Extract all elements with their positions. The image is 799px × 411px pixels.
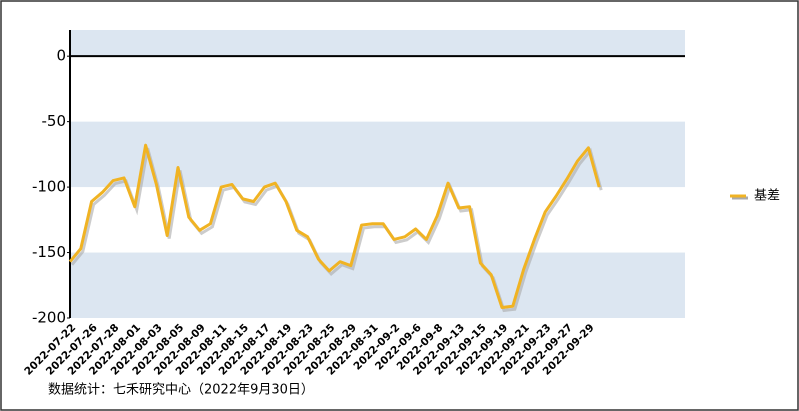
- band: [70, 252, 685, 318]
- y-tick-label: -200: [32, 309, 66, 327]
- band: [70, 30, 685, 57]
- y-tick-label: 0: [56, 47, 66, 65]
- footnote: 数据统计：七禾研究中心（2022年9月30日）: [48, 383, 314, 398]
- legend-label: 基差: [754, 189, 780, 204]
- y-tick-label: -100: [32, 178, 66, 196]
- y-tick-label: -150: [32, 243, 66, 261]
- line: [68, 143, 601, 310]
- y-tick-label: -50: [42, 112, 67, 130]
